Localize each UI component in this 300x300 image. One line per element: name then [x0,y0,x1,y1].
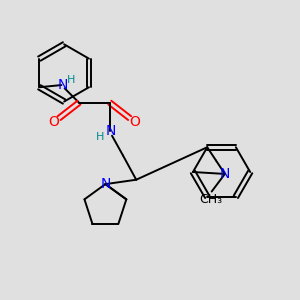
Text: N: N [57,78,68,92]
Text: N: N [106,124,116,138]
Text: CH₃: CH₃ [199,193,222,206]
Text: H: H [96,132,104,142]
Text: H: H [67,74,76,85]
Text: O: O [130,116,141,130]
Text: N: N [100,177,111,191]
Text: N: N [220,167,230,181]
Text: O: O [48,116,59,130]
